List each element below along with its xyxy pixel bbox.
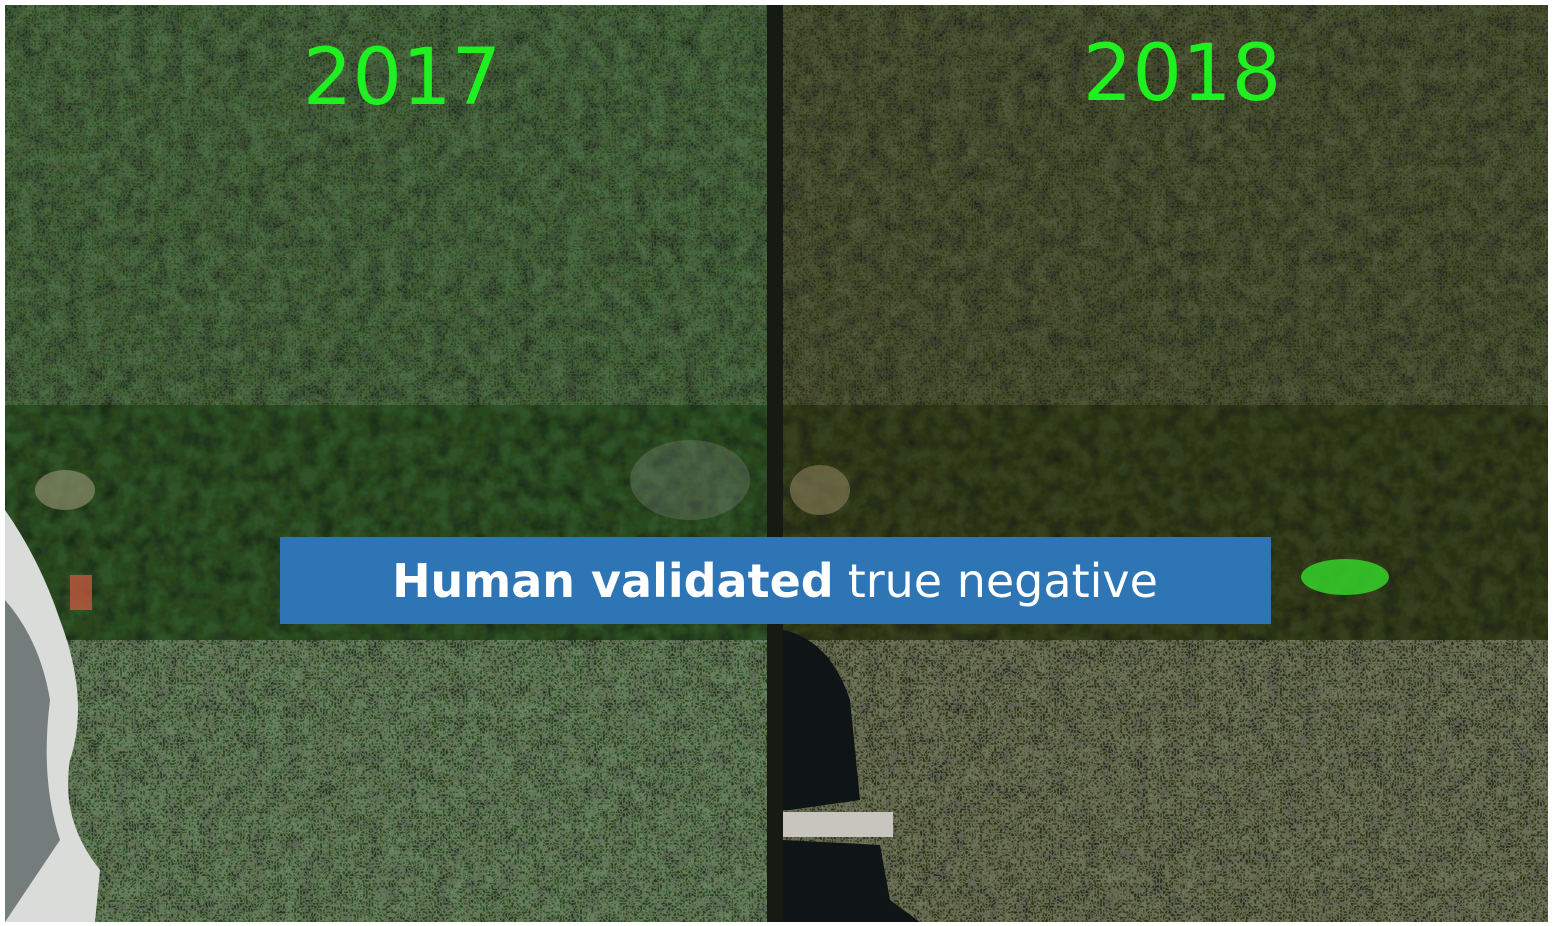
panel-2018 bbox=[783, 5, 1548, 922]
banner-text: Human validated true negative bbox=[392, 554, 1158, 608]
detection-marker bbox=[1301, 559, 1389, 595]
divider bbox=[767, 5, 783, 922]
year-label: 2018 bbox=[1083, 29, 1282, 119]
year-label: 2017 bbox=[303, 33, 502, 123]
panel-2017 bbox=[5, 5, 767, 922]
banner-bold: Human validated bbox=[392, 554, 834, 608]
banner bbox=[280, 537, 1271, 624]
banner-rest: true negative bbox=[848, 554, 1158, 608]
